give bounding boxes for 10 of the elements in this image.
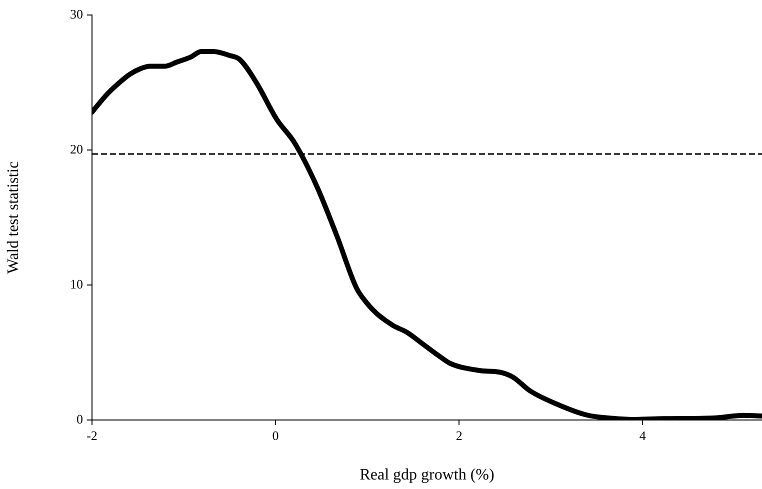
- x-tick-label: 0: [272, 428, 279, 444]
- x-tick-label: 2: [456, 428, 462, 444]
- x-axis-title: Real gdp growth (%): [360, 466, 494, 484]
- x-tick-label: -2: [86, 428, 98, 444]
- y-tick-label: 30: [70, 6, 83, 22]
- y-tick-label: 20: [70, 141, 83, 156]
- y-tick-label: 0: [76, 411, 83, 426]
- y-tick-label: 10: [70, 276, 83, 292]
- x-tick-label: 4: [639, 428, 646, 444]
- y-axis-title: Wald test statistic: [4, 161, 22, 274]
